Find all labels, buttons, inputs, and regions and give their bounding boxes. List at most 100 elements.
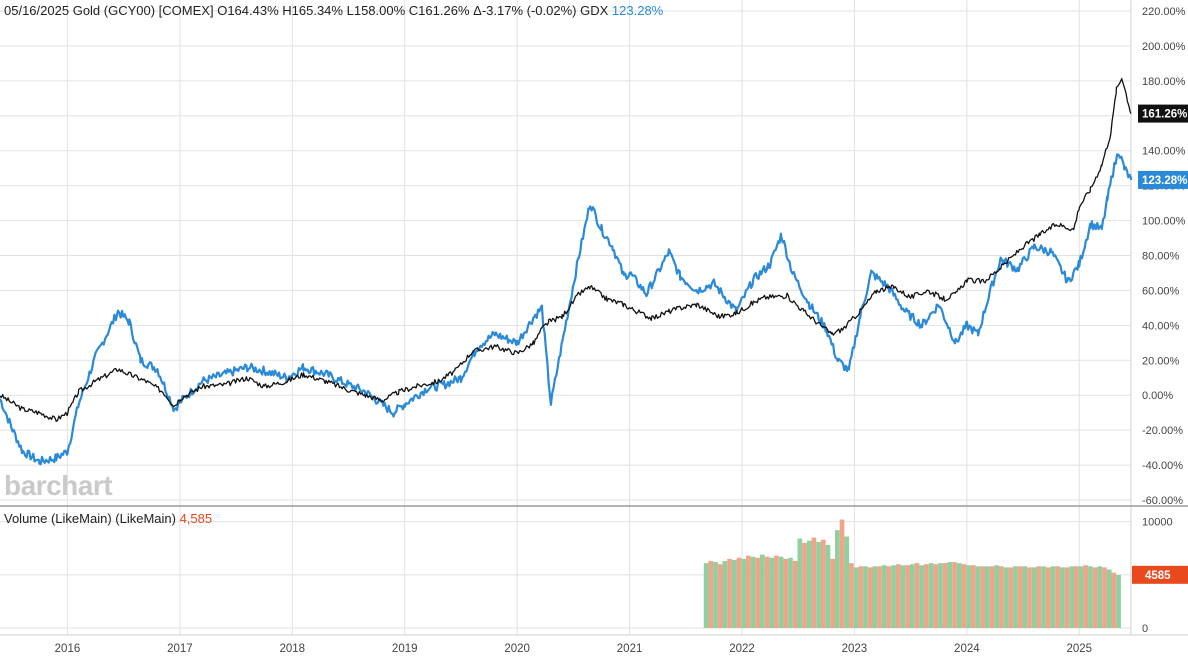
volume-bar [1027, 567, 1032, 628]
y-tick-label: 40.00% [1142, 320, 1180, 332]
volume-bar [895, 564, 901, 628]
volume-bar [947, 562, 953, 628]
gold-last-badge-label: 161.26% [1142, 109, 1187, 121]
y-tick-label: -40.00% [1142, 460, 1183, 472]
y-tick-label: 140.00% [1142, 146, 1186, 158]
volume-bar [745, 555, 751, 628]
gdx-last-badge-bg [1138, 170, 1188, 189]
volume-bar [820, 539, 826, 628]
y-tick-label: 60.00% [1142, 285, 1180, 297]
header-symbol[interactable]: Gold (GCY00) [COMEX] [72, 3, 214, 18]
volume-bar [1036, 566, 1042, 628]
volume-bar [909, 564, 915, 628]
volume-bar [1045, 567, 1051, 628]
gdx-line [0, 153, 1133, 466]
volume-bar [872, 566, 878, 628]
volume-bar [1031, 567, 1037, 628]
volume-bar [938, 563, 943, 628]
volume-bar [1092, 567, 1098, 628]
volume-bar [764, 556, 770, 628]
gold-line [0, 77, 1132, 422]
header-high: H165.34% [282, 3, 343, 18]
x-tick-label: 2016 [55, 643, 81, 655]
volume-bar [769, 557, 775, 628]
x-tick-label: 2017 [167, 643, 193, 655]
volume-bar [984, 566, 990, 628]
volume-bar [1017, 566, 1023, 628]
volume-bar [900, 565, 906, 628]
volume-tick-label: 0 [1142, 623, 1148, 635]
volume-bar [956, 563, 962, 628]
volume-bar [1074, 566, 1079, 628]
volume-bar [891, 565, 896, 628]
volume-bar [933, 564, 939, 628]
volume-bar [853, 567, 859, 628]
volume-value: 4,585 [179, 511, 213, 526]
x-tick-label: 2022 [729, 643, 755, 655]
volume-bar [760, 554, 765, 628]
y-tick-label: 220.00% [1142, 6, 1186, 18]
volume-bar [731, 559, 737, 628]
badge-layer: 161.26% 123.28% 4585 [1132, 104, 1188, 584]
volume-bar [708, 560, 714, 628]
panel-frame [0, 0, 1188, 636]
volume-bar [717, 564, 723, 628]
volume-tick-label: 10000 [1142, 517, 1173, 529]
volume-bar [797, 538, 803, 628]
header-compare-symbol[interactable]: GDX [580, 3, 609, 18]
volume-bar [914, 563, 920, 628]
y-tick-label: 20.00% [1142, 355, 1180, 367]
volume-bar [792, 560, 798, 628]
volume-bar [806, 540, 812, 628]
volume-bar [966, 565, 971, 628]
volume-bar [1055, 566, 1060, 628]
header-low: L158.00% [346, 3, 406, 18]
volume-bar [886, 566, 892, 628]
volume-bar [980, 566, 985, 628]
x-tick-label: 2023 [842, 643, 868, 655]
volume-bar [741, 558, 746, 628]
volume-bar [703, 563, 709, 628]
volume-bar [1008, 567, 1014, 628]
volume-bar [989, 566, 995, 628]
y-tick-label: 180.00% [1142, 76, 1186, 88]
volume-bar [1116, 574, 1121, 628]
volume-bar [830, 558, 836, 628]
volume-bar [1106, 569, 1112, 628]
volume-bar [788, 557, 793, 628]
header-close: C161.26% [408, 3, 470, 18]
volume-bar [961, 564, 967, 628]
volume-bar [722, 560, 728, 628]
y-tick-label: 0.00% [1142, 390, 1173, 402]
volume-badge-bg [1132, 565, 1188, 584]
volume-bar [867, 567, 873, 628]
volume-bar [727, 558, 732, 628]
y-tick-label: 80.00% [1142, 251, 1180, 263]
y-tick-label: -60.00% [1142, 495, 1183, 507]
barchart-watermark: barchart [4, 470, 113, 501]
volume-bar [1013, 566, 1018, 628]
volume-bar [999, 566, 1004, 628]
volume-title[interactable]: Volume (LikeMain) (LikeMain) [4, 511, 176, 526]
header-date: 05/16/2025 [4, 3, 70, 18]
volume-bar [1111, 572, 1117, 628]
volume-bar [970, 565, 976, 628]
volume-bar [1064, 567, 1070, 628]
volume-bar [1078, 566, 1084, 628]
series-layer [0, 77, 1133, 466]
grid-layer [0, 0, 1131, 635]
y-tick-label: 100.00% [1142, 216, 1186, 228]
volume-bar [1041, 566, 1046, 628]
volume-bar [905, 565, 910, 628]
volume-bar [1050, 566, 1056, 628]
x-tick-label: 2018 [280, 643, 306, 655]
volume-bar [1003, 567, 1009, 628]
header-open: O164.43% [217, 3, 279, 18]
volume-badge-label: 4585 [1145, 570, 1171, 582]
header-compare-value: 123.28% [611, 3, 664, 18]
axis-layer: 220.00%200.00%180.00%160.00%140.00%120.0… [55, 6, 1186, 655]
volume-bar [1083, 565, 1089, 628]
x-tick-label: 2020 [504, 643, 530, 655]
volume-bar [825, 545, 831, 628]
volume-bar [839, 519, 845, 628]
